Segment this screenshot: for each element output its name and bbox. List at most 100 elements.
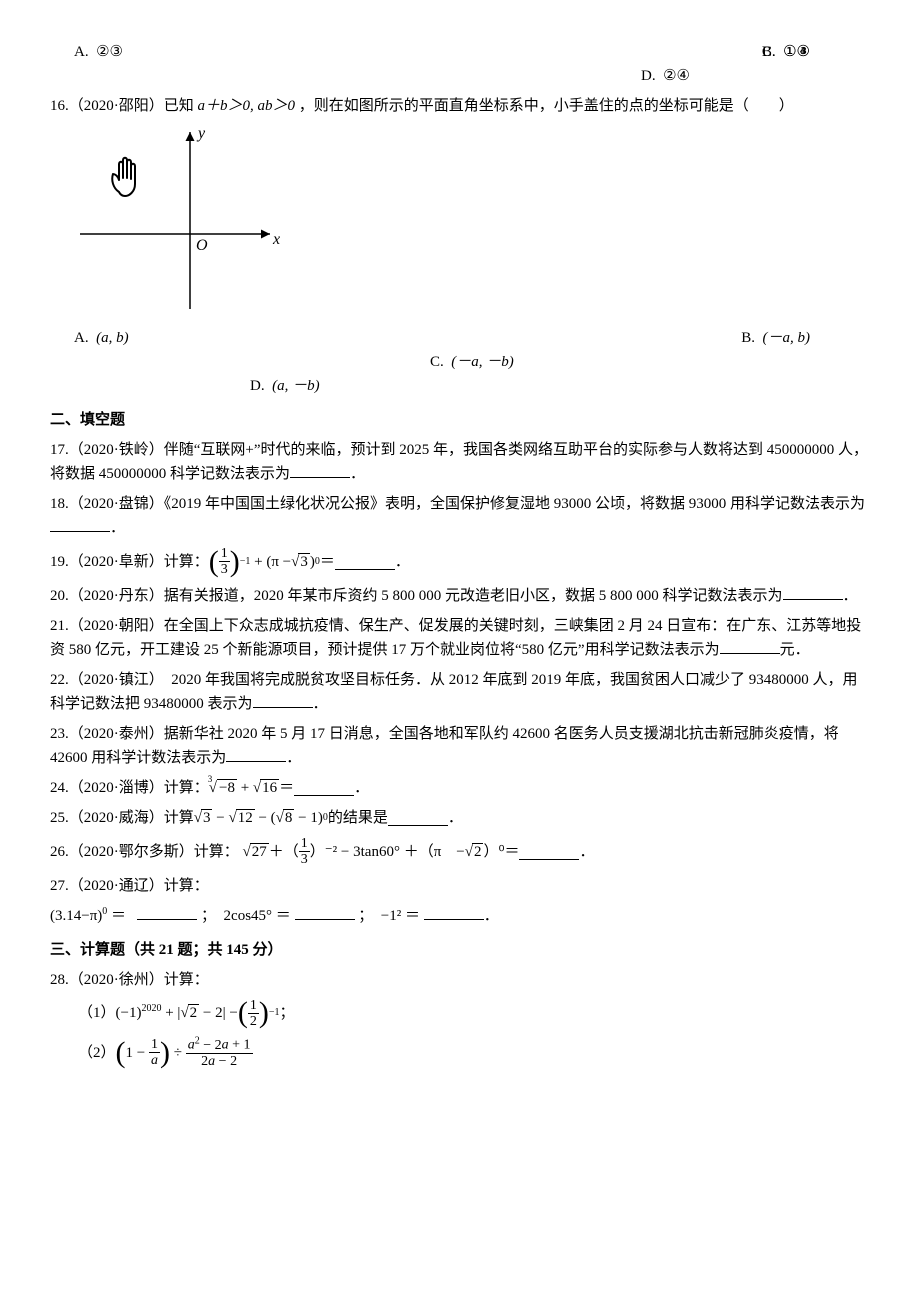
- q22-text: 22.（2020·镇江） 2020 年我国将完成脱贫攻坚目标任务．从 2012 …: [50, 672, 858, 712]
- q17: 17.（2020·铁岭）伴随“互联网+”时代的来临，预计到 2025 年，我国各…: [50, 438, 870, 486]
- blank: [290, 462, 350, 478]
- section-2-heading: 二、填空题: [50, 408, 870, 432]
- q19: 19.（2020·阜新）计算： ( 13 ) −1 + (π − √3 )0 ＝…: [50, 546, 870, 578]
- label: （1）: [78, 1001, 116, 1025]
- suffix: ，则在如图所示的平面直角坐标系中，小手盖住的点的坐标可能是（ ）: [299, 98, 794, 114]
- period: ．: [579, 840, 594, 864]
- q16-opt-a: A. (a, b): [74, 326, 129, 350]
- q18: 18.（2020·盘锦）《2019 年中国国土绿化状况公报》表明，全国保护修复湿…: [50, 492, 870, 540]
- section-3-heading: 三、计算题（共 21 题；共 145 分）: [50, 938, 870, 962]
- q16-options-row2: C. (－a, －b): [50, 350, 870, 374]
- mid1: ＋（: [269, 840, 299, 864]
- q21: 21.（2020·朝阳）在全国上下众志成城抗疫情、保生产、促发展的关键时刻，三峡…: [50, 614, 870, 662]
- text: ①④: [783, 44, 810, 60]
- cond: a＋b＞0, ab＞0: [198, 98, 296, 114]
- q15-opt-a: A. ②③: [74, 40, 123, 64]
- q16-opt-d: D. (a, －b): [250, 374, 320, 398]
- svg-text:O: O: [196, 237, 208, 254]
- q27: 27.（2020·通辽）计算：: [50, 874, 870, 898]
- mid2: ）⁻² − 3tan60° ＋（π −: [310, 840, 465, 864]
- sqrt2: √2: [465, 840, 484, 864]
- svg-text:y: y: [196, 125, 206, 142]
- sqrt16: √16: [253, 776, 279, 800]
- q15-options: A. ②③ B. ①③: [50, 40, 870, 64]
- tail: ＝: [279, 776, 294, 800]
- q16-options-row1: A. (a, b) B. (－a, b): [50, 326, 870, 350]
- text: (a, －b): [272, 378, 320, 394]
- q25: 25.（2020·威海）计算 √3 − √12 − ( √8 − 1)0 的结果…: [50, 806, 870, 830]
- q28-part1: （1） (−1)2020 + | √2 − 2| − ( 12 ) −1 ；: [78, 998, 870, 1030]
- expr: (−1)2020 + |: [116, 1001, 181, 1025]
- q25-text: 25.（2020·威海）计算: [50, 806, 194, 830]
- lhs: ( 1 − 1a ): [116, 1037, 170, 1069]
- text: (－a, b): [763, 330, 811, 346]
- frac12: ( 12 ): [238, 998, 269, 1030]
- q23: 23.（2020·泰州）据新华社 2020 年 5 月 17 日消息，全国各地和…: [50, 722, 870, 770]
- label: A.: [74, 44, 89, 60]
- q27-text: 27.（2020·通辽）计算：: [50, 878, 209, 894]
- text: ②③: [96, 44, 123, 60]
- blank: [137, 904, 197, 920]
- blank: [720, 638, 780, 654]
- tail: ＝: [320, 550, 335, 574]
- q19-expr-part1: ( 13 ): [209, 546, 240, 578]
- p1a: (3.14−π): [50, 908, 102, 924]
- frac13: 13: [299, 836, 310, 868]
- period: ．: [350, 466, 365, 482]
- label: C.: [430, 354, 444, 370]
- plus: +: [237, 776, 253, 800]
- period: ．: [110, 520, 125, 536]
- q15-opt-d: D. ②④: [641, 64, 690, 88]
- label: （2）: [78, 1041, 116, 1065]
- svg-text:x: x: [272, 231, 280, 248]
- q18-text: 18.（2020·盘锦）《2019 年中国国土绿化状况公报》表明，全国保护修复湿…: [50, 496, 865, 512]
- period: ．: [448, 806, 463, 830]
- q16-graph: x y O: [70, 124, 870, 322]
- plus: + (π −: [250, 550, 291, 574]
- m1: − 1): [294, 806, 322, 830]
- period: ．: [843, 588, 858, 604]
- q28: 28.（2020·徐州）计算：: [50, 968, 870, 992]
- q17-text: 17.（2020·铁岭）伴随“互联网+”时代的来临，预计到 2025 年，我国各…: [50, 442, 868, 482]
- prefix: 16.（2020·邵阳）已知: [50, 98, 198, 114]
- blank: [335, 554, 395, 570]
- blank: [50, 516, 110, 532]
- period: ．: [395, 550, 410, 574]
- exp0: 0: [102, 906, 107, 917]
- sqrt12: √12: [228, 806, 254, 830]
- q21-tail: 元．: [780, 642, 810, 658]
- q16-opt-b: B. (－a, b): [741, 326, 810, 350]
- cube-root: 3 √−8: [209, 776, 237, 800]
- text: ②④: [663, 68, 690, 84]
- period: ．: [286, 750, 301, 766]
- q16-options-row3: D. (a, －b): [50, 374, 870, 398]
- q15-options-row3: D. ②④: [50, 64, 870, 88]
- q20: 20.（2020·丹东）据有关报道，2020 年某市斥资约 5 800 000 …: [50, 584, 870, 608]
- label: C.: [762, 44, 776, 60]
- minus2: − (: [255, 806, 276, 830]
- q26-text: 26.（2020·鄂尔多斯）计算：: [50, 840, 239, 864]
- exp: −1: [240, 554, 251, 570]
- q15-opt-c: C. ①④: [762, 40, 810, 64]
- blank: [783, 584, 843, 600]
- sqrt27: √27: [243, 840, 269, 864]
- blank: [424, 904, 484, 920]
- exp: −1: [269, 1005, 280, 1021]
- q27-expr: (3.14−π)0 ＝ ； 2cos45° ＝ ； −1² ＝ ．: [50, 904, 870, 928]
- text: (－a, －b): [451, 354, 514, 370]
- blank: [388, 810, 448, 826]
- sqrt3: √3: [291, 550, 310, 574]
- mid3: ）⁰＝: [483, 840, 519, 864]
- q16-opt-c: C. (－a, －b): [430, 350, 514, 374]
- period: ．: [484, 908, 499, 924]
- label: D.: [250, 378, 265, 394]
- semi: ；: [279, 1001, 294, 1025]
- label: D.: [641, 68, 656, 84]
- q28-text: 28.（2020·徐州）计算：: [50, 972, 209, 988]
- tail: 的结果是: [328, 806, 388, 830]
- blank: [519, 844, 579, 860]
- blank: [295, 904, 355, 920]
- q16-stem: 16.（2020·邵阳）已知 a＋b＞0, ab＞0 ，则在如图所示的平面直角坐…: [50, 94, 870, 118]
- q20-text: 20.（2020·丹东）据有关报道，2020 年某市斥资约 5 800 000 …: [50, 588, 783, 604]
- blank: [253, 692, 313, 708]
